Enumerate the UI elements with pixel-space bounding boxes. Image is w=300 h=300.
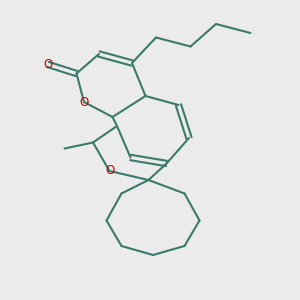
Text: O: O: [105, 164, 114, 178]
Text: O: O: [44, 58, 52, 71]
Text: O: O: [80, 95, 88, 109]
